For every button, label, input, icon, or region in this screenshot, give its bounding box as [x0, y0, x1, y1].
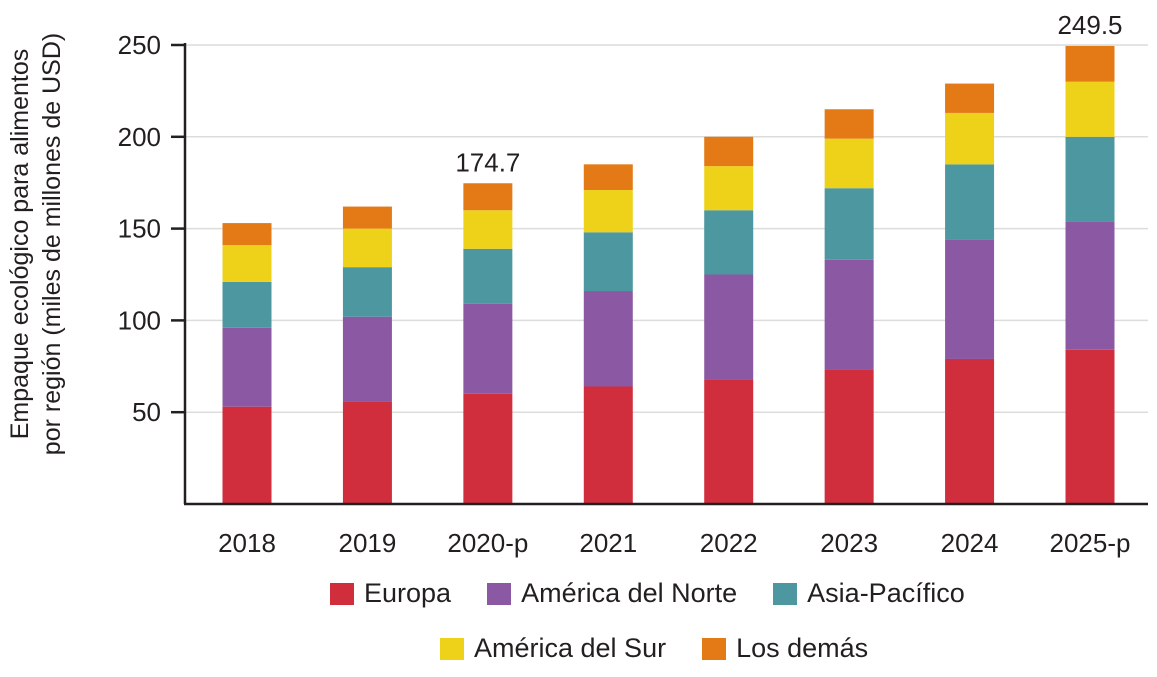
- x-tick-labels: 2018 2019 2020-p 2021 2022 2023 2024 2025-p: [218, 528, 1130, 558]
- bar-segment: [945, 164, 995, 240]
- y-axis-label-line-2: por región (miles de millones de USD): [38, 33, 66, 455]
- bar-segment: [222, 281, 272, 328]
- bar-segment: [463, 393, 513, 504]
- legend-item: Los demás: [702, 633, 868, 664]
- legend-label: Asia-Pacífico: [807, 578, 965, 608]
- bar-segment: [463, 248, 513, 304]
- y-tick-label: 100: [118, 305, 161, 335]
- bar-segment: [1065, 349, 1115, 504]
- x-tick-label: 2024: [941, 528, 999, 558]
- y-tick-label: 150: [118, 214, 161, 244]
- legend-item: América del Norte: [487, 578, 737, 609]
- x-tick-label: 2025-p: [1050, 528, 1131, 558]
- bar-segment: [945, 83, 995, 113]
- bar-segment: [704, 136, 754, 167]
- bar-segment: [342, 401, 392, 504]
- bar-segment: [945, 358, 995, 504]
- y-tick-label: 50: [132, 397, 161, 427]
- bar-segment: [463, 183, 513, 211]
- x-tick-label: 2019: [339, 528, 397, 558]
- bar-segment: [1065, 81, 1115, 137]
- x-tick-label: 2022: [700, 528, 758, 558]
- y-tick-label: 200: [118, 122, 161, 152]
- bar-segment: [222, 327, 272, 407]
- y-tick-labels: 50 100 150 200 250: [118, 30, 161, 427]
- bar-segment: [222, 223, 272, 246]
- bar-segment: [342, 267, 392, 317]
- bar-segment: [945, 112, 995, 165]
- y-axis-label: Empaque ecológico para alimentos por regi…: [6, 33, 66, 455]
- y-axis-label-line-1: Empaque ecológico para alimentos: [6, 49, 34, 440]
- legend-swatch: [702, 637, 727, 660]
- total-annotation: 174.7: [455, 147, 520, 177]
- bar-segment: [222, 406, 272, 504]
- bar-segment: [824, 109, 874, 139]
- bar-segment: [583, 232, 633, 292]
- bar-segment: [342, 228, 392, 268]
- legend-label: Europa: [364, 578, 452, 608]
- total-annotations: 174.7 249.5: [455, 10, 1122, 177]
- legend-row-1: Europa América del Norte Asia-Pacífico: [0, 578, 1157, 609]
- legend-item: Europa: [330, 578, 451, 609]
- x-tick-label: 2020-p: [447, 528, 528, 558]
- bar-segment: [463, 210, 513, 249]
- bar-segment: [222, 245, 272, 282]
- x-tick-label: 2018: [218, 528, 276, 558]
- legend-swatch: [330, 582, 354, 605]
- x-tick-label: 2023: [820, 528, 878, 558]
- bar-segment: [583, 190, 633, 233]
- bar-segment: [1065, 45, 1115, 82]
- bar-segment: [704, 166, 754, 211]
- bar-segment: [583, 291, 633, 387]
- bar-segment: [824, 369, 874, 504]
- stacked-bar-chart: 174.7 249.5 50 100 150 200 250 2018 2019 2020-p…: [6, 10, 1148, 558]
- bar-segment: [583, 386, 633, 504]
- legend-item: América del Sur: [440, 633, 666, 664]
- gridlines: [185, 44, 1148, 413]
- x-tick-label: 2021: [579, 528, 637, 558]
- bar-segment: [824, 138, 874, 189]
- total-annotation: 249.5: [1057, 10, 1122, 40]
- legend-swatch: [487, 582, 512, 605]
- legend-label: América del Sur: [474, 633, 667, 663]
- legend-label: Los demás: [736, 633, 869, 663]
- bar-segment: [704, 274, 754, 380]
- legend-swatch: [773, 582, 798, 605]
- bar-segment: [1065, 136, 1115, 222]
- bar-segment: [704, 210, 754, 275]
- bars: [222, 45, 1115, 504]
- bar-segment: [342, 206, 392, 229]
- legend-label: América del Norte: [521, 578, 738, 608]
- bar-segment: [1065, 221, 1115, 350]
- legend-item: Asia-Pacífico: [773, 578, 965, 609]
- bar-segment: [945, 239, 995, 359]
- bar-segment: [463, 303, 513, 394]
- bar-segment: [824, 188, 874, 260]
- bar-segment: [824, 259, 874, 370]
- legend-row-2: América del Sur Los demás: [0, 633, 1157, 664]
- legend-swatch: [440, 637, 464, 660]
- y-tick-label: 250: [118, 30, 161, 60]
- axes: [171, 43, 1148, 506]
- bar-segment: [342, 316, 392, 402]
- bar-segment: [704, 379, 754, 504]
- bar-segment: [583, 164, 633, 191]
